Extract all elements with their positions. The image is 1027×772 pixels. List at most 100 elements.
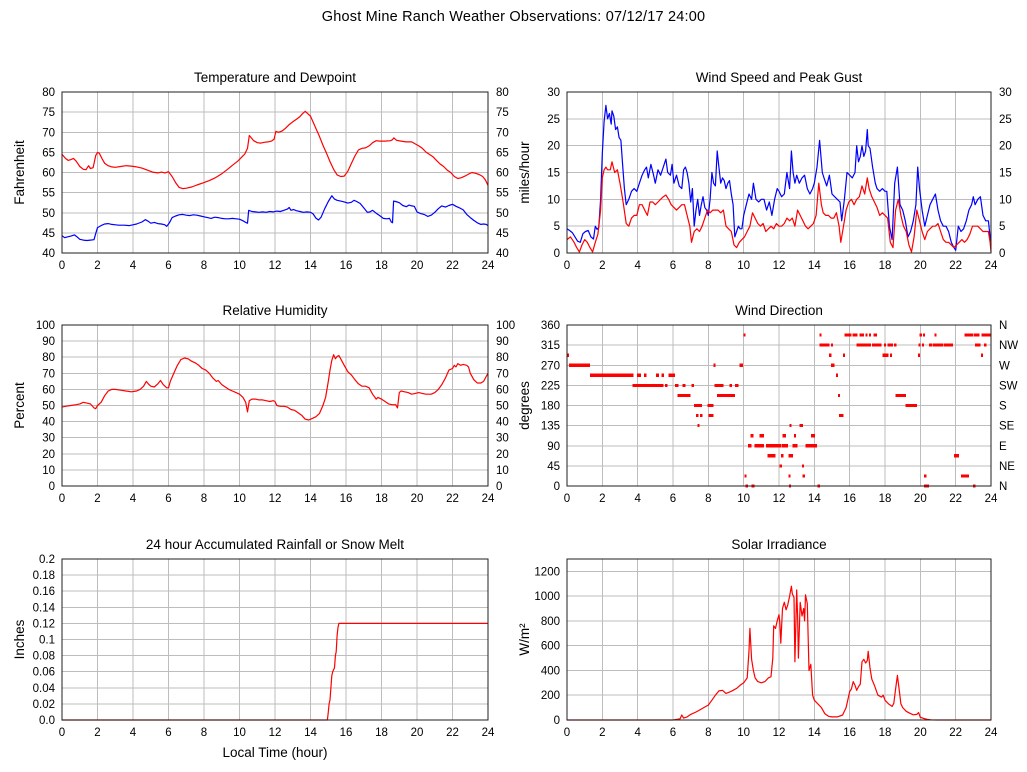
x-tick-label: 10 bbox=[737, 727, 750, 739]
x-tick-label: 20 bbox=[411, 260, 424, 272]
y-tick-label-left: 40 bbox=[42, 248, 55, 260]
x-tick-label: 2 bbox=[94, 727, 100, 739]
y-tick-label-left: 60 bbox=[42, 168, 55, 180]
y-tick-label-right: NE bbox=[999, 461, 1015, 473]
x-tick-label: 18 bbox=[879, 727, 892, 739]
x-tick-label: 16 bbox=[843, 727, 856, 739]
y-tick-label-left: 0.18 bbox=[33, 570, 55, 582]
y-tick-label-right: 55 bbox=[496, 188, 509, 200]
y-tick-label-left: 0.12 bbox=[33, 618, 55, 630]
x-tick-label: 2 bbox=[94, 493, 100, 505]
series-wind-speed bbox=[566, 161, 992, 253]
y-tick-label-left: 30 bbox=[42, 433, 55, 445]
y-tick-label-left: 800 bbox=[541, 616, 560, 628]
series-temperature bbox=[61, 110, 489, 190]
x-tick-label: 6 bbox=[165, 727, 171, 739]
y-tick-label-right: 50 bbox=[496, 208, 509, 220]
plot-border bbox=[61, 324, 489, 487]
y-axis-label: Inches bbox=[12, 619, 27, 659]
y-axis-label: miles/hour bbox=[517, 141, 532, 204]
y-tick-label-left: 0 bbox=[554, 481, 560, 493]
y-tick-label-right: 100 bbox=[496, 320, 515, 332]
x-tick-label: 10 bbox=[233, 260, 246, 272]
x-tick-label: 8 bbox=[705, 260, 711, 272]
y-tick-label-right: SW bbox=[999, 380, 1018, 392]
y-tick-label-left: 50 bbox=[42, 208, 55, 220]
x-tick-label: 20 bbox=[914, 727, 927, 739]
y-tick-label-left: 600 bbox=[541, 641, 560, 653]
y-tick-label-left: 45 bbox=[42, 228, 55, 240]
x-tick-label: 14 bbox=[808, 493, 821, 505]
x-tick-label: 22 bbox=[446, 727, 459, 739]
x-tick-label: 18 bbox=[879, 260, 892, 272]
y-tick-label-right: 20 bbox=[496, 449, 509, 461]
x-tick-label: 24 bbox=[985, 493, 998, 505]
y-tick-label-right: 5 bbox=[999, 221, 1005, 233]
x-tick-label: 24 bbox=[482, 260, 495, 272]
y-tick-label-left: 25 bbox=[547, 114, 560, 126]
x-tick-label: 20 bbox=[914, 260, 927, 272]
x-tick-label: 12 bbox=[773, 260, 786, 272]
x-tick-label: 16 bbox=[340, 727, 353, 739]
chart-rainfall: 0.0 0.02 0.04 0.06 0.08 0.1 0.12 0.14 0.16 0.18 0.… bbox=[12, 537, 495, 760]
y-tick-label-right: 70 bbox=[496, 368, 509, 380]
x-tick-label: 14 bbox=[808, 260, 821, 272]
y-tick-label-left: 80 bbox=[42, 352, 55, 364]
x-tick-label: 12 bbox=[269, 493, 282, 505]
x-tick-label: 12 bbox=[269, 727, 282, 739]
x-tick-label: 14 bbox=[304, 493, 317, 505]
y-tick-label-left: 0.2 bbox=[39, 554, 55, 566]
y-tick-label-right: 40 bbox=[496, 417, 509, 429]
x-tick-label: 12 bbox=[269, 260, 282, 272]
y-tick-label-left: 70 bbox=[42, 368, 55, 380]
y-tick-label-left: 1200 bbox=[534, 566, 560, 578]
y-tick-label-left: 0.14 bbox=[33, 602, 56, 614]
x-tick-label: 20 bbox=[914, 493, 927, 505]
y-tick-label-right: 80 bbox=[496, 87, 509, 99]
y-tick-label-left: 30 bbox=[547, 87, 560, 99]
x-tick-label: 8 bbox=[201, 493, 207, 505]
y-tick-label-right: 15 bbox=[999, 168, 1012, 180]
y-tick-label-left: 270 bbox=[541, 360, 560, 372]
y-tick-label-left: 40 bbox=[42, 417, 55, 429]
x-tick-label: 6 bbox=[670, 727, 676, 739]
y-tick-label-right: 40 bbox=[496, 248, 509, 260]
x-tick-label: 22 bbox=[949, 260, 962, 272]
y-axis-label: Percent bbox=[12, 382, 27, 429]
x-tick-label: 2 bbox=[599, 260, 605, 272]
y-tick-label-left: 45 bbox=[547, 461, 560, 473]
x-tick-label: 10 bbox=[737, 260, 750, 272]
x-tick-label: 0 bbox=[59, 260, 65, 272]
x-tick-label: 16 bbox=[843, 493, 856, 505]
y-tick-label-left: 200 bbox=[541, 690, 560, 702]
y-tick-label-left: 0 bbox=[554, 715, 560, 727]
y-tick-label-right: 80 bbox=[496, 352, 509, 364]
plot-border bbox=[566, 324, 992, 487]
x-tick-label: 22 bbox=[949, 493, 962, 505]
x-tick-label: 18 bbox=[375, 727, 388, 739]
x-tick-label: 24 bbox=[985, 727, 998, 739]
series-accumulated-rainfall bbox=[62, 622, 488, 721]
x-tick-label: 4 bbox=[130, 727, 137, 739]
y-tick-label-right: E bbox=[999, 441, 1007, 453]
y-tick-label-left: 360 bbox=[541, 320, 560, 332]
y-tick-label-left: 180 bbox=[541, 401, 560, 413]
y-tick-label-left: 55 bbox=[42, 188, 55, 200]
y-tick-label-left: 225 bbox=[541, 380, 560, 392]
x-axis-label: Local Time (hour) bbox=[222, 745, 327, 760]
x-tick-label: 18 bbox=[879, 493, 892, 505]
y-tick-label-left: 20 bbox=[42, 449, 55, 461]
chart-title: Wind Direction bbox=[735, 303, 823, 318]
y-tick-label-right: 45 bbox=[496, 228, 509, 240]
y-tick-label-left: 100 bbox=[36, 320, 55, 332]
y-tick-label-right: 10 bbox=[999, 194, 1012, 206]
x-tick-label: 22 bbox=[949, 727, 962, 739]
x-tick-label: 22 bbox=[446, 260, 459, 272]
report-title: Ghost Mine Ranch Weather Observations: 0… bbox=[321, 9, 706, 25]
y-tick-label-left: 0.0 bbox=[39, 715, 55, 727]
y-tick-label-right: 10 bbox=[496, 465, 509, 477]
chart-title: Relative Humidity bbox=[222, 303, 327, 318]
x-tick-label: 24 bbox=[482, 727, 495, 739]
y-tick-label-left: 10 bbox=[42, 465, 55, 477]
